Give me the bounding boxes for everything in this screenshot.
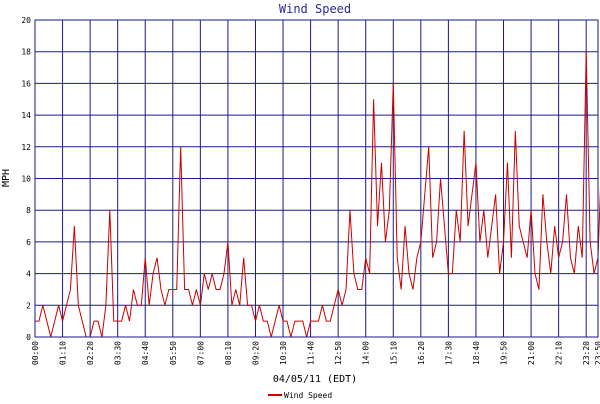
x-tick-label: 12:50 xyxy=(334,341,343,365)
x-tick-label: 11:40 xyxy=(307,341,316,365)
y-tick-label: 12 xyxy=(21,143,31,152)
x-tick-label: 10:30 xyxy=(279,341,288,365)
y-tick-label: 18 xyxy=(21,48,31,57)
y-tick-label: 2 xyxy=(26,301,31,310)
x-tick-label: 03:30 xyxy=(114,341,123,365)
x-tick-label: 02:20 xyxy=(86,341,95,365)
y-tick-label: 0 xyxy=(26,333,31,342)
x-axis-tick-labels: 00:00 01:10 02:20 03:30 04:40 05:50 07:00 08:10… xyxy=(31,341,600,365)
x-tick-label: 09:20 xyxy=(251,341,260,365)
legend-label-wind-speed: Wind Speed xyxy=(284,391,332,400)
x-tick-label: 21:00 xyxy=(527,341,536,365)
x-tick-label: 14:00 xyxy=(362,341,371,365)
x-tick-label: 22:10 xyxy=(555,341,564,365)
plot-frame xyxy=(34,19,599,338)
y-axis-label: MPH xyxy=(1,169,12,187)
y-axis-tick-labels: 0 2 4 6 8 10 12 14 16 18 20 xyxy=(21,16,31,342)
x-tick-label: 07:00 xyxy=(196,341,205,365)
x-tick-label: 01:10 xyxy=(59,341,68,365)
y-tick-label: 20 xyxy=(21,16,31,25)
x-tick-label: 17:30 xyxy=(444,341,453,365)
x-tick-label: 18:40 xyxy=(472,341,481,365)
y-tick-label: 8 xyxy=(26,206,31,215)
x-tick-label: 05:50 xyxy=(169,341,178,365)
y-tick-label: 10 xyxy=(21,175,31,184)
y-tick-label: 4 xyxy=(26,270,31,279)
x-tick-label: 00:00 xyxy=(31,341,40,365)
x-tick-label: 15:10 xyxy=(389,341,398,365)
legend: Wind Speed xyxy=(268,391,332,400)
x-tick-label: 04:40 xyxy=(141,341,150,365)
wind-speed-series-line xyxy=(35,51,600,338)
y-tick-label: 16 xyxy=(21,79,31,88)
y-tick-label: 14 xyxy=(21,111,31,120)
x-tick-label: 23:50 xyxy=(594,341,600,365)
chart-title: Wind Speed xyxy=(279,2,351,16)
x-axis-label: 04/05/11 (EDT) xyxy=(273,374,357,385)
x-tick-label: 23:20 xyxy=(582,341,591,365)
x-tick-label: 16:20 xyxy=(417,341,426,365)
y-tick-label: 6 xyxy=(26,238,31,247)
x-tick-label: 08:10 xyxy=(224,341,233,365)
x-tick-label: 19:50 xyxy=(500,341,509,365)
